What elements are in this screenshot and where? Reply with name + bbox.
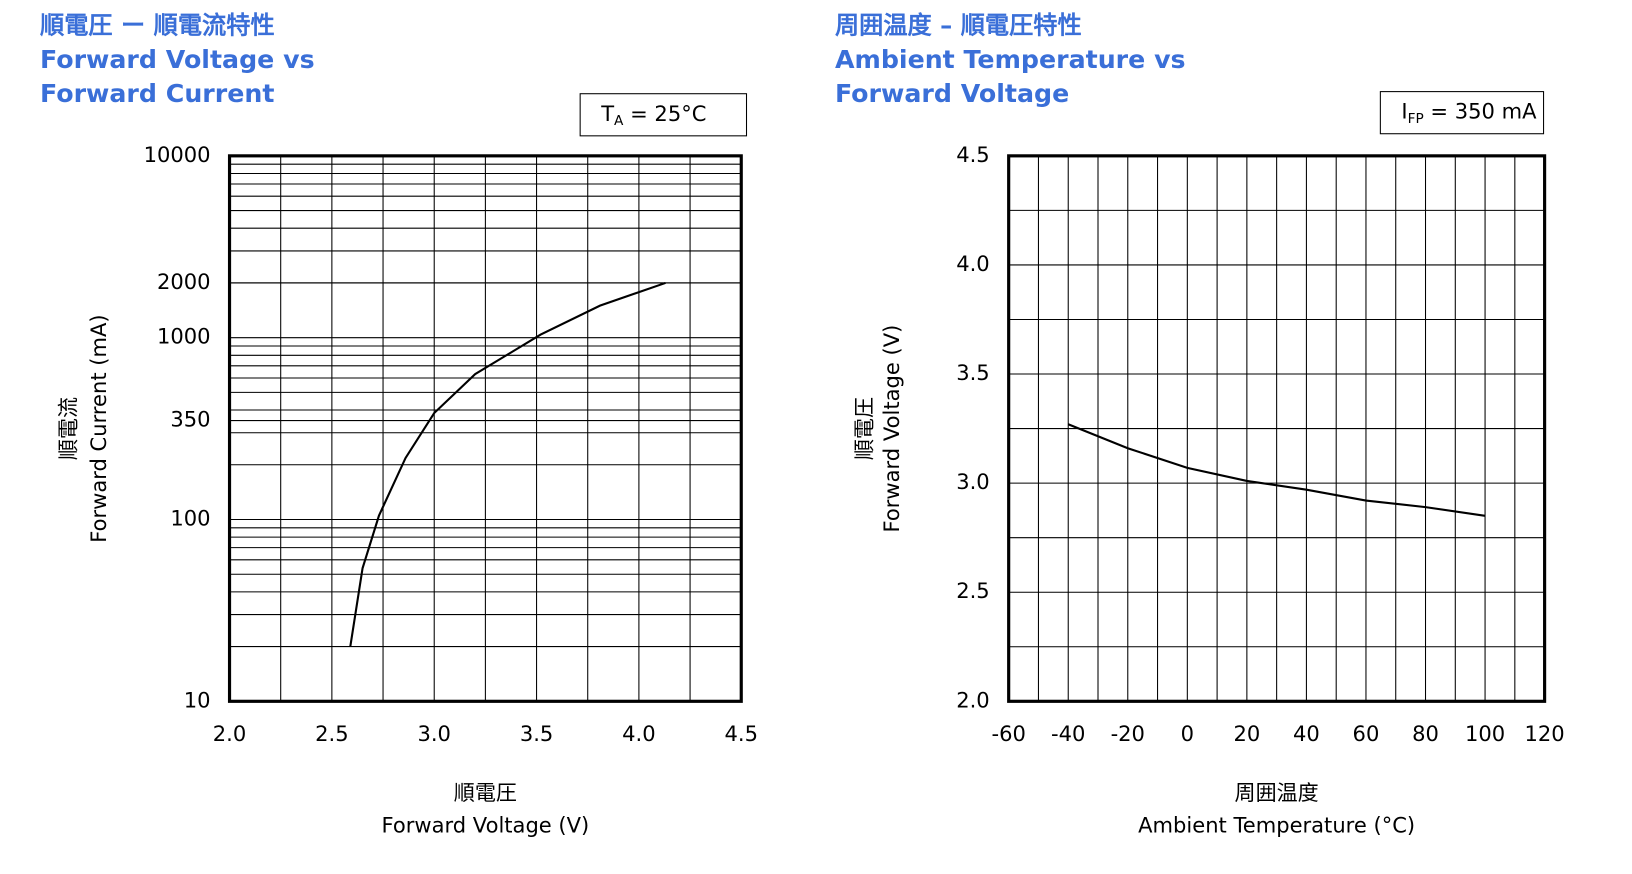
y-tick-label: 1000 (157, 324, 211, 349)
y-axis-label: 順電圧 (851, 397, 876, 460)
x-axis-label: Forward Voltage (V) (381, 813, 589, 838)
y-tick-label: 2.0 (956, 687, 989, 712)
y-tick-label: 350 (170, 407, 210, 432)
data-line (349, 281, 666, 647)
chart-subtitle: Forward Current (40, 79, 274, 108)
x-tick-label: -60 (991, 721, 1025, 746)
annotation: IFP = 350 mA (1401, 99, 1537, 127)
chart-subtitle: Forward Voltage (835, 79, 1069, 108)
data-line (1067, 423, 1486, 517)
annotation-sub: A (614, 113, 624, 129)
x-tick-label: 4.5 (725, 721, 758, 746)
annotation-rest: = 350 mA (1424, 99, 1537, 124)
y-tick-label: 3.0 (956, 469, 989, 494)
y-tick-label: 2.5 (956, 578, 989, 603)
chart-title: 順電圧 ー 順電流特性 (40, 11, 275, 39)
x-tick-label: 3.0 (417, 721, 450, 746)
chart-title: 周囲温度 – 順電圧特性 (835, 11, 1082, 39)
annotation-box (579, 93, 748, 137)
x-axis-label: 周囲温度 (1235, 780, 1319, 805)
plot-frame (227, 154, 743, 703)
x-tick-label: 120 (1525, 721, 1565, 746)
x-axis-label: 順電圧 (454, 780, 517, 805)
x-tick-label: -40 (1051, 721, 1085, 746)
x-tick-label: 2.0 (213, 721, 246, 746)
annotation-main: I (1401, 99, 1407, 124)
x-tick-label: 2.5 (315, 721, 348, 746)
x-tick-label: 100 (1465, 721, 1505, 746)
x-tick-label: 80 (1412, 721, 1439, 746)
x-tick-label: 3.5 (520, 721, 553, 746)
x-tick-label: 20 (1233, 721, 1260, 746)
y-tick-label: 10000 (144, 142, 211, 167)
y-axis-label: Forward Voltage (V) (879, 325, 904, 533)
y-tick-label: 4.5 (956, 142, 989, 167)
y-axis-label: 順電流 (55, 397, 80, 460)
y-axis-label: Forward Current (mA) (86, 314, 111, 542)
annotation-sub: FP (1408, 111, 1424, 127)
y-tick-label: 100 (170, 505, 210, 530)
y-tick-label: 2000 (157, 269, 211, 294)
chart-subtitle: Forward Voltage vs (40, 45, 315, 74)
y-tick-label: 4.0 (956, 251, 989, 276)
annotation-rest: = 25°C (623, 101, 706, 126)
y-tick-label: 3.5 (956, 360, 989, 385)
x-axis-label: Ambient Temperature (°C) (1138, 813, 1415, 838)
annotation: TA = 25°C (600, 101, 706, 129)
annotation-box (1379, 91, 1545, 135)
plot-frame (1007, 154, 1547, 703)
x-tick-label: 4.0 (622, 721, 655, 746)
x-tick-label: 40 (1293, 721, 1320, 746)
x-tick-label: -20 (1111, 721, 1145, 746)
x-tick-label: 60 (1353, 721, 1380, 746)
annotation-main: T (600, 101, 614, 126)
x-tick-label: 0 (1181, 721, 1194, 746)
chart-subtitle: Ambient Temperature vs (835, 45, 1186, 74)
y-tick-label: 10 (184, 687, 211, 712)
